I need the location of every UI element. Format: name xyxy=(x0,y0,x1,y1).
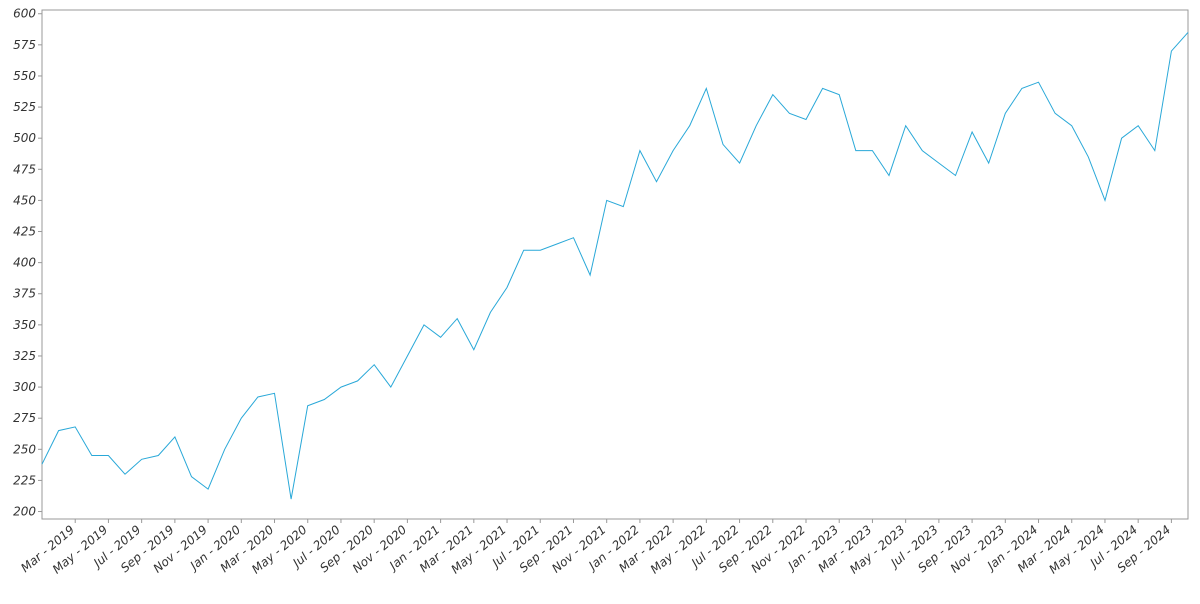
price-line xyxy=(41,32,1189,500)
y-tick-label: 550 xyxy=(13,69,36,83)
y-tick-label: 575 xyxy=(13,38,36,52)
y-tick-label: 525 xyxy=(13,100,36,114)
y-tick-label: 475 xyxy=(13,162,36,176)
y-tick-label: 225 xyxy=(13,473,36,487)
y-tick-label: 425 xyxy=(13,225,36,239)
y-tick-label: 450 xyxy=(13,193,36,207)
plot-frame xyxy=(41,9,1189,520)
y-tick-label: 200 xyxy=(13,505,36,519)
y-tick-label: 300 xyxy=(13,380,36,394)
y-tick-label: 350 xyxy=(13,318,36,332)
y-tick-label: 500 xyxy=(13,131,36,145)
y-tick-label: 250 xyxy=(13,442,36,456)
y-tick-label: 375 xyxy=(13,287,36,301)
y-tick-label: 275 xyxy=(13,411,36,425)
y-tick-label: 600 xyxy=(13,7,36,21)
y-tick-label: 325 xyxy=(13,349,36,363)
y-tick-label: 400 xyxy=(13,256,36,270)
